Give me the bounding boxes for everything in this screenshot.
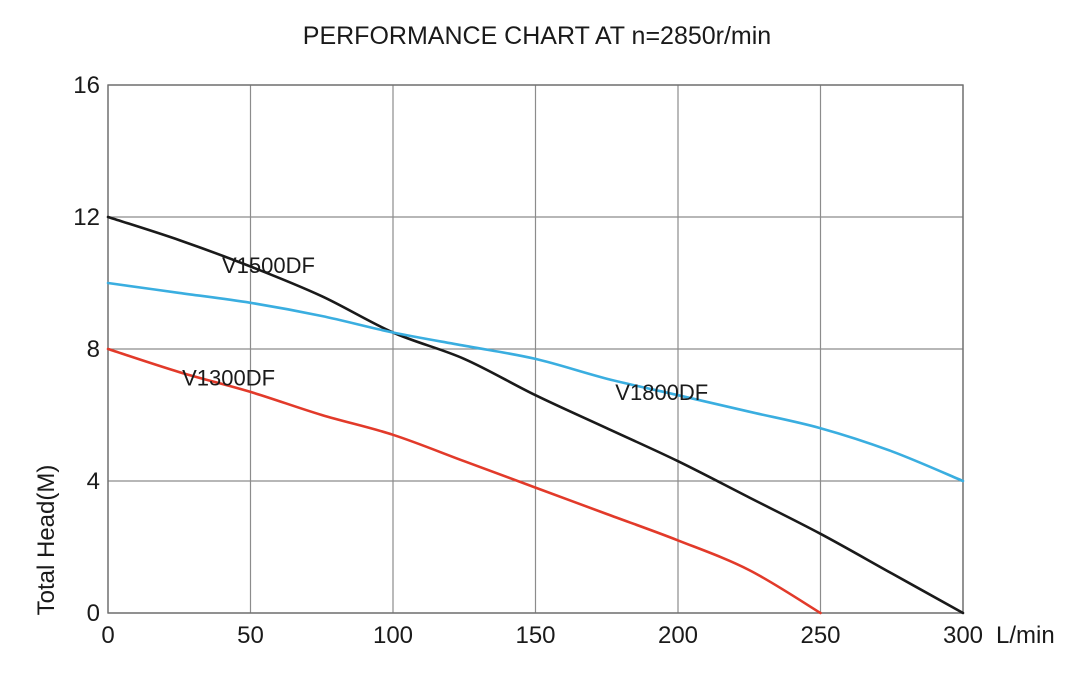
- chart-title: PERFORMANCE CHART AT n=2850r/min: [303, 22, 771, 50]
- series-line-v1800df: [106, 281, 965, 483]
- x-tick-label: 0: [101, 622, 114, 649]
- series-label-v1800df: V1800DF: [615, 380, 708, 405]
- y-tick-label: 0: [87, 600, 100, 627]
- series-label-v1300df: V1300DF: [182, 365, 275, 390]
- x-tick-label: 200: [658, 622, 698, 649]
- y-tick-label: 16: [73, 72, 100, 99]
- y-tick-label: 12: [73, 204, 100, 231]
- x-tick-label: 300: [943, 622, 983, 649]
- x-axis-unit-label: L/min: [996, 622, 1055, 649]
- series-line-v1500df: [106, 215, 965, 615]
- grid: [107, 84, 964, 614]
- series-line-v1300df: [106, 347, 822, 615]
- x-tick-label: 150: [515, 622, 555, 649]
- x-tick-label: 250: [800, 622, 840, 649]
- y-tick-label: 8: [87, 336, 100, 363]
- y-axis-label: Total Head(M): [33, 465, 60, 616]
- series-layer: V1500DF V1800DF V1300DF: [106, 215, 965, 615]
- tick-labels: 0 50 100 150 200 250 300 0 4 8 12 16: [73, 72, 983, 649]
- y-tick-label: 4: [87, 468, 100, 495]
- x-tick-label: 100: [373, 622, 413, 649]
- x-tick-label: 50: [237, 622, 264, 649]
- series-label-v1500df: V1500DF: [222, 253, 315, 278]
